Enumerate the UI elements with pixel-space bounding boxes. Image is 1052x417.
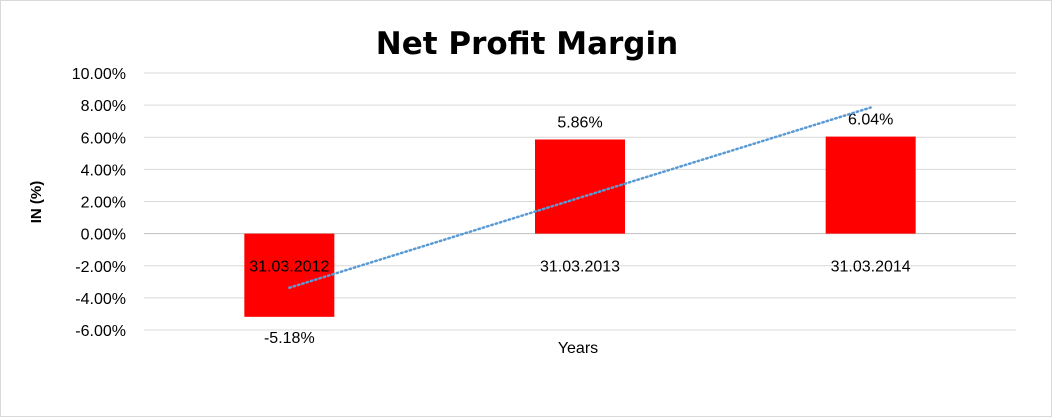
category-label: 31.03.2013 [540, 259, 620, 276]
trendline [288, 106, 872, 290]
chart-title: Net Profit Margin [376, 26, 678, 62]
y-tick-label: 6.00% [81, 130, 126, 147]
y-tick-label: 8.00% [81, 98, 126, 115]
y-tick-label: 2.00% [81, 195, 126, 212]
bar [825, 136, 916, 234]
x-axis-title: Years [558, 340, 598, 357]
y-tick-label: -2.00% [75, 259, 126, 276]
data-label: 5.86% [557, 114, 602, 131]
bar [244, 233, 335, 317]
data-label: 6.04% [848, 112, 893, 129]
data-label: -5.18% [264, 330, 315, 347]
bars [244, 136, 916, 317]
y-tick-label: -6.00% [75, 323, 126, 340]
y-tick-label: 10.00% [72, 66, 126, 83]
y-tick-label: 4.00% [81, 162, 126, 179]
y-tick-label: 0.00% [81, 227, 126, 244]
data-labels: -5.18% 5.86% 6.04% [264, 112, 893, 347]
category-labels: 31.03.2012 31.03.2013 31.03.2014 [249, 259, 911, 276]
category-label: 31.03.2014 [831, 259, 911, 276]
y-tick-label: -4.00% [75, 291, 126, 308]
bar [535, 139, 625, 234]
y-axis-title: IN (%) [28, 181, 45, 224]
category-label: 31.03.2012 [249, 259, 329, 276]
y-tick-labels: -6.00% -4.00% -2.00% 0.00% 2.00% 4.00% 6.00% 8.… [72, 66, 126, 340]
trendline-group [288, 106, 872, 290]
